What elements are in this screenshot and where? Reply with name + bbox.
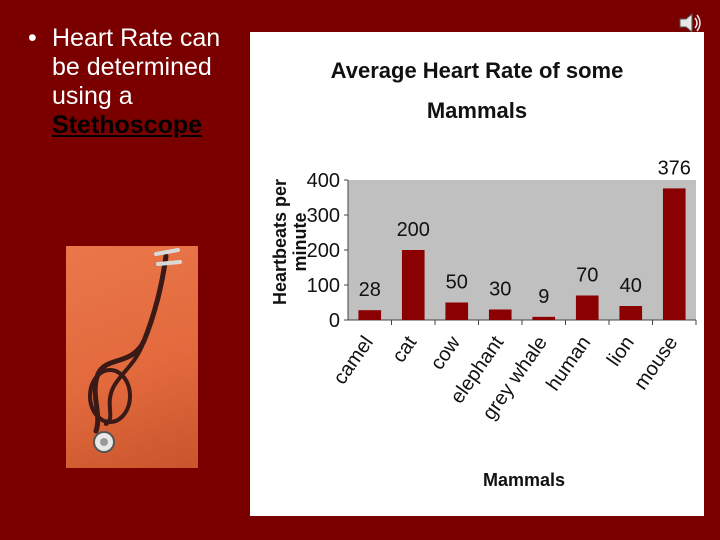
data-label: 50 (446, 272, 468, 294)
data-label: 70 (576, 265, 598, 287)
data-label: 9 (538, 286, 549, 308)
chart-panel: Average Heart Rate of some Mammals Heart… (250, 32, 704, 516)
category-label: mouse (630, 332, 682, 394)
bullet-text-body: Heart Rate can be determined using a (52, 24, 221, 110)
bar-grey-whale (532, 316, 556, 320)
y-axis-label-line-2: minute (290, 212, 310, 271)
bullet-symbol: • (28, 24, 37, 52)
x-axis-label: Mammals (483, 470, 565, 490)
bullet-text: Heart Rate can be determined using a Ste… (52, 24, 242, 140)
category-label: cow (426, 332, 465, 374)
bar-elephant (488, 309, 512, 320)
data-label: 40 (620, 275, 642, 297)
stethoscope-link[interactable]: Stethoscope (52, 111, 203, 139)
chart-title-line-1: Average Heart Rate of some (331, 58, 624, 83)
data-label: 200 (397, 219, 430, 241)
y-tick-label: 300 (307, 205, 340, 227)
y-tick-label: 200 (307, 240, 340, 262)
bar-lion (619, 306, 643, 320)
bar-camel (358, 310, 382, 320)
y-tick-label: 0 (329, 310, 340, 332)
plot-area (348, 180, 696, 320)
bar-cow (445, 302, 469, 320)
stethoscope-image (66, 246, 198, 468)
bar-mouse (662, 188, 686, 320)
speaker-icon[interactable] (678, 12, 702, 34)
y-tick-label: 400 (307, 170, 340, 192)
bar-cat (401, 250, 425, 320)
chart-title-line-2: Mammals (427, 98, 527, 123)
y-axis-label-line-1: Heartbeats per (270, 179, 290, 305)
data-label: 28 (359, 279, 381, 301)
y-tick-label: 100 (307, 275, 340, 297)
category-label: lion (603, 332, 639, 370)
category-label: cat (388, 332, 422, 367)
category-label: camel (329, 332, 378, 388)
data-label: 376 (658, 157, 691, 179)
heart-rate-bar-chart: Average Heart Rate of some Mammals Heart… (270, 58, 697, 490)
category-label: human (542, 332, 595, 395)
data-label: 30 (489, 279, 511, 301)
bar-human (575, 295, 599, 320)
